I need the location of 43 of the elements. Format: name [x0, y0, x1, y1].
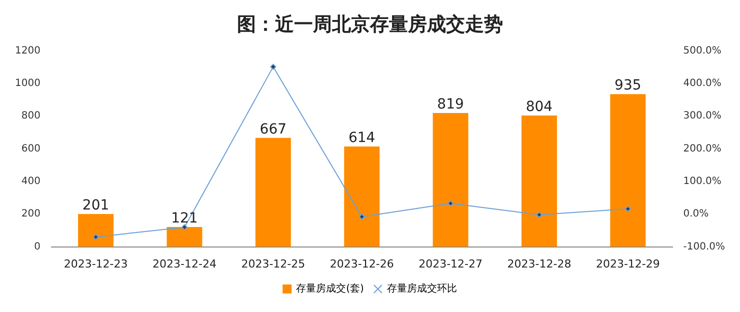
data-label: 614 [348, 130, 376, 146]
data-label: 804 [526, 99, 553, 116]
data-label: 201 [82, 198, 110, 214]
x-tick-label: 2023-12-28 [507, 257, 572, 270]
legend-label: 存量房成交(套) [296, 282, 364, 295]
y2-tick-label: 500.0% [683, 45, 722, 56]
bar [78, 214, 114, 247]
x-tick-label: 2023-12-25 [241, 257, 306, 270]
point [358, 214, 365, 220]
point [448, 200, 454, 206]
bar [344, 146, 380, 247]
y2-tick-label: 400.0% [683, 78, 722, 90]
y2-tick-label: 100.0% [683, 176, 722, 188]
chart-title: 图：近一周北京存量房成交走势 [237, 13, 503, 36]
bar [255, 138, 291, 247]
y2-tick-label: 0.0% [683, 208, 709, 220]
y2-tick-label: 200.0% [683, 143, 722, 154]
data-label: 819 [437, 96, 464, 113]
y-tick-label: 400 [21, 176, 40, 188]
y-tick-label: 600 [21, 143, 40, 154]
data-label: 935 [614, 78, 642, 94]
y-tick-label: 800 [21, 110, 40, 122]
x-tick-label: 2023-12-23 [64, 257, 128, 270]
y-tick-label: 0 [34, 241, 40, 252]
x-tick-label: 2023-12-26 [330, 257, 394, 270]
bar [432, 113, 468, 247]
y2-tick-label: -100.0% [683, 241, 726, 252]
data-label: 667 [260, 121, 287, 138]
y-tick-label: 200 [21, 208, 40, 220]
bar [521, 115, 557, 247]
x-tick-label: 2023-12-29 [596, 257, 660, 270]
y-tick-label: 1200 [14, 45, 40, 56]
legend-label: 存量房成交环比 [386, 282, 457, 295]
y-tick-label: 1000 [14, 78, 40, 90]
x-tick-label: 2023-12-27 [418, 257, 483, 270]
bar [610, 94, 646, 247]
point [270, 64, 276, 70]
x-tick-label: 2023-12-24 [152, 257, 216, 270]
bar [166, 227, 202, 247]
point [92, 234, 99, 240]
point [624, 206, 631, 212]
point [536, 212, 542, 218]
y2-tick-label: 300.0% [683, 110, 722, 122]
